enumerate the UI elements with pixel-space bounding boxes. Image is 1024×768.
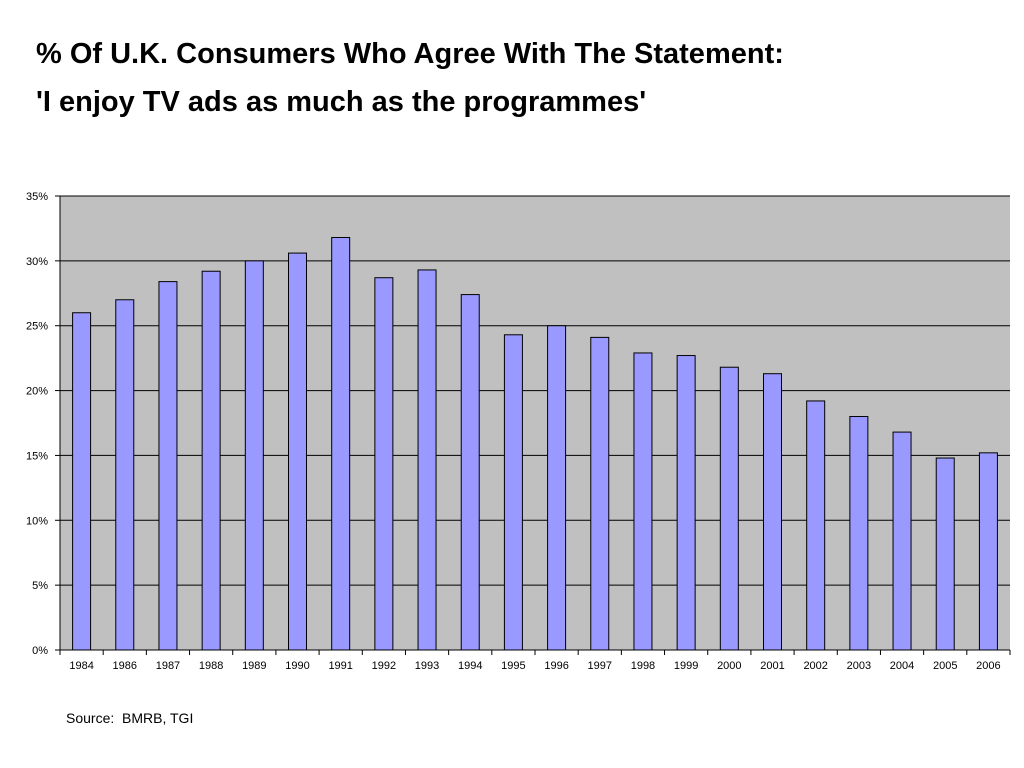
bar-2000 bbox=[719, 366, 739, 651]
x-tick-label: 1987 bbox=[156, 660, 180, 672]
bar-1989 bbox=[244, 260, 264, 651]
bar-2004 bbox=[892, 431, 912, 651]
bar-1991 bbox=[331, 237, 351, 651]
x-tick-label: 1984 bbox=[69, 660, 93, 672]
bar-1984 bbox=[72, 312, 92, 651]
x-tick-label: 1996 bbox=[544, 660, 568, 672]
chart-title: % Of U.K. Consumers Who Agree With The S… bbox=[36, 30, 784, 126]
x-tick-label: 1999 bbox=[674, 660, 698, 672]
bar-1993 bbox=[417, 269, 437, 651]
y-tick-label: 0% bbox=[32, 645, 48, 657]
x-tick-label: 1998 bbox=[631, 660, 655, 672]
y-tick-label: 30% bbox=[26, 256, 48, 268]
bar-1998 bbox=[633, 352, 653, 651]
x-tick-label: 1986 bbox=[113, 660, 137, 672]
bar-1994 bbox=[460, 294, 480, 651]
bar-1990 bbox=[288, 252, 307, 651]
title-line-1: % Of U.K. Consumers Who Agree With The S… bbox=[36, 38, 784, 70]
bar-1992 bbox=[374, 277, 394, 651]
y-tick-label: 5% bbox=[32, 580, 48, 592]
y-tick-label: 10% bbox=[26, 515, 48, 527]
bar-1997 bbox=[590, 336, 610, 651]
axes bbox=[59, 196, 1011, 655]
x-tick-label: 1993 bbox=[415, 660, 439, 672]
x-tick-label: 1988 bbox=[199, 660, 223, 672]
y-tick-label: 20% bbox=[26, 386, 48, 398]
y-axis-tick-labels: 0% 5% 10% 15% 20% 25% 30% 35% bbox=[26, 191, 48, 657]
bar-1988 bbox=[201, 270, 221, 651]
x-tick-label: 1997 bbox=[588, 660, 612, 672]
x-tick-label: 2006 bbox=[976, 660, 1000, 672]
bar-2005 bbox=[935, 457, 955, 651]
x-tick-label: 2000 bbox=[717, 660, 741, 672]
bar-1995 bbox=[503, 334, 523, 651]
bar-2003 bbox=[849, 416, 869, 651]
x-tick-label: 2004 bbox=[890, 660, 914, 672]
bar-1987 bbox=[158, 281, 178, 651]
bar-1996 bbox=[547, 325, 567, 651]
x-tick-label: 1989 bbox=[242, 660, 266, 672]
x-tick-label: 1992 bbox=[372, 660, 396, 672]
source-note: Source: BMRB, TGI bbox=[66, 710, 194, 726]
x-tick-label: 2005 bbox=[933, 660, 957, 672]
x-tick-label: 1990 bbox=[285, 660, 309, 672]
y-tick-label: 25% bbox=[26, 321, 48, 333]
bar-2002 bbox=[806, 400, 826, 651]
x-axis-tick-labels: 1984 1986 1987 1988 1989 1990 1991 1992 1993 1994… bbox=[69, 660, 1000, 672]
bar-1986 bbox=[115, 299, 135, 651]
y-tick-label: 15% bbox=[26, 450, 48, 462]
bar-chart: 0%5%10%15%20%25%30%35% 1984 1986 1987 1988 1… bbox=[26, 191, 1011, 672]
x-tick-label: 1991 bbox=[328, 660, 352, 672]
bar-1999 bbox=[676, 355, 696, 651]
x-tick-label: 1994 bbox=[458, 660, 482, 672]
y-tick-label: 35% bbox=[26, 191, 48, 203]
x-tick-label: 1995 bbox=[501, 660, 525, 672]
bar-2006 bbox=[978, 452, 998, 651]
bar-2001 bbox=[763, 373, 782, 651]
title-line-2: 'I enjoy TV ads as much as the programme… bbox=[36, 86, 647, 118]
x-tick-label: 2002 bbox=[803, 660, 827, 672]
x-tick-label: 2001 bbox=[760, 660, 784, 672]
x-tick-label: 2003 bbox=[847, 660, 871, 672]
